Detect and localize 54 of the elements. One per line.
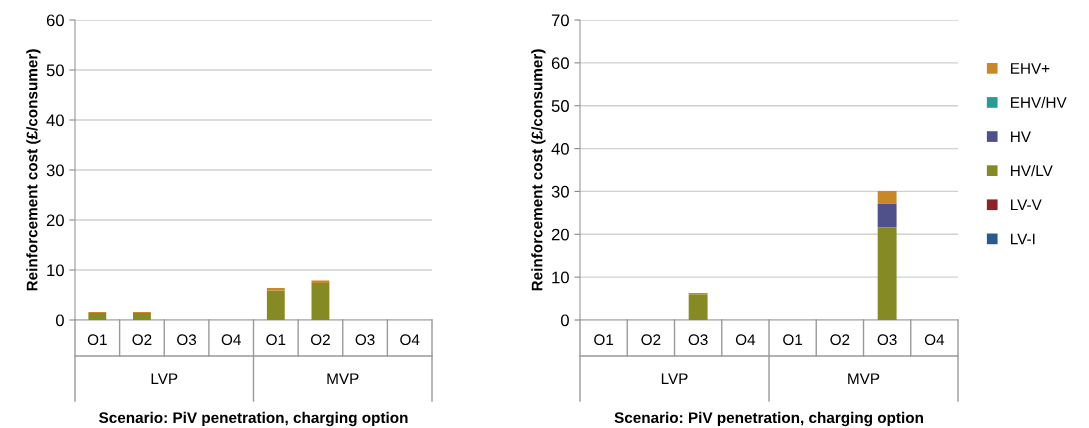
y-tick-label: 60 [551,57,569,70]
bar [688,294,708,320]
x-tick-label: O1 [783,334,803,346]
legend-label: LV-V [1011,199,1042,211]
legend-label: HV/LV [1011,164,1053,177]
x-tick-label: O1 [266,334,286,346]
x-tick-label: O2 [132,334,152,346]
text: LVP [151,373,178,384]
y-tick-label: 30 [46,164,64,177]
y-tick-label: 60 [46,14,64,27]
y-tick-label: 10 [552,271,569,284]
y-tick-label: 30 [551,185,569,198]
x-tick-label: O3 [877,334,897,346]
x-axis-title: Scenario: PiV penetration, charging option [614,411,923,427]
bar [266,290,285,320]
x-tick-label: O2 [641,334,661,346]
x-tick-label: O4 [735,334,756,346]
text: MVP [848,373,880,384]
bar [88,313,107,320]
y-tick-label: 0 [55,314,64,327]
y-tick-label: 50 [551,100,569,112]
x-tick-label: O3 [177,334,197,346]
legend-label: HV [1011,131,1031,142]
bar [877,227,897,320]
legend-label: LV-I [1011,233,1035,245]
legend-label: EHV/HV [1011,96,1067,108]
y-tick-label: 50 [46,64,64,77]
x-tick-label: O2 [830,334,850,346]
y-tick-label: 20 [551,228,569,241]
x-tick-label: O3 [688,334,708,346]
x-axis-title: Scenario: PiV penetration, charging option [99,411,408,427]
y-axis-title: Reinforcement cost (£/consumer) [26,49,41,291]
text: LVP [661,373,688,384]
x-tick-label: O4 [924,334,945,346]
x-tick-label: O4 [221,334,241,346]
bar [266,288,285,291]
bar [311,283,330,320]
legend-label: EHV+ [1011,63,1050,74]
x-tick-label: O4 [400,334,420,346]
y-tick-label: 40 [551,142,569,155]
x-tick-label: O3 [355,334,375,346]
text: MVP [327,373,359,384]
y-tick-label: 40 [46,114,64,127]
x-tick-label: O1 [87,334,107,346]
y-tick-label: 70 [551,14,569,27]
y-tick-label: 0 [560,314,569,327]
y-tick-label: 20 [46,214,64,227]
y-axis-title: Reinforcement cost (£/consumer) [531,49,546,291]
bar [133,313,151,320]
bar [877,203,897,228]
bar [877,191,897,204]
x-tick-label: O2 [310,334,330,346]
x-tick-label: O1 [594,334,614,346]
y-tick-label: 10 [47,264,64,277]
